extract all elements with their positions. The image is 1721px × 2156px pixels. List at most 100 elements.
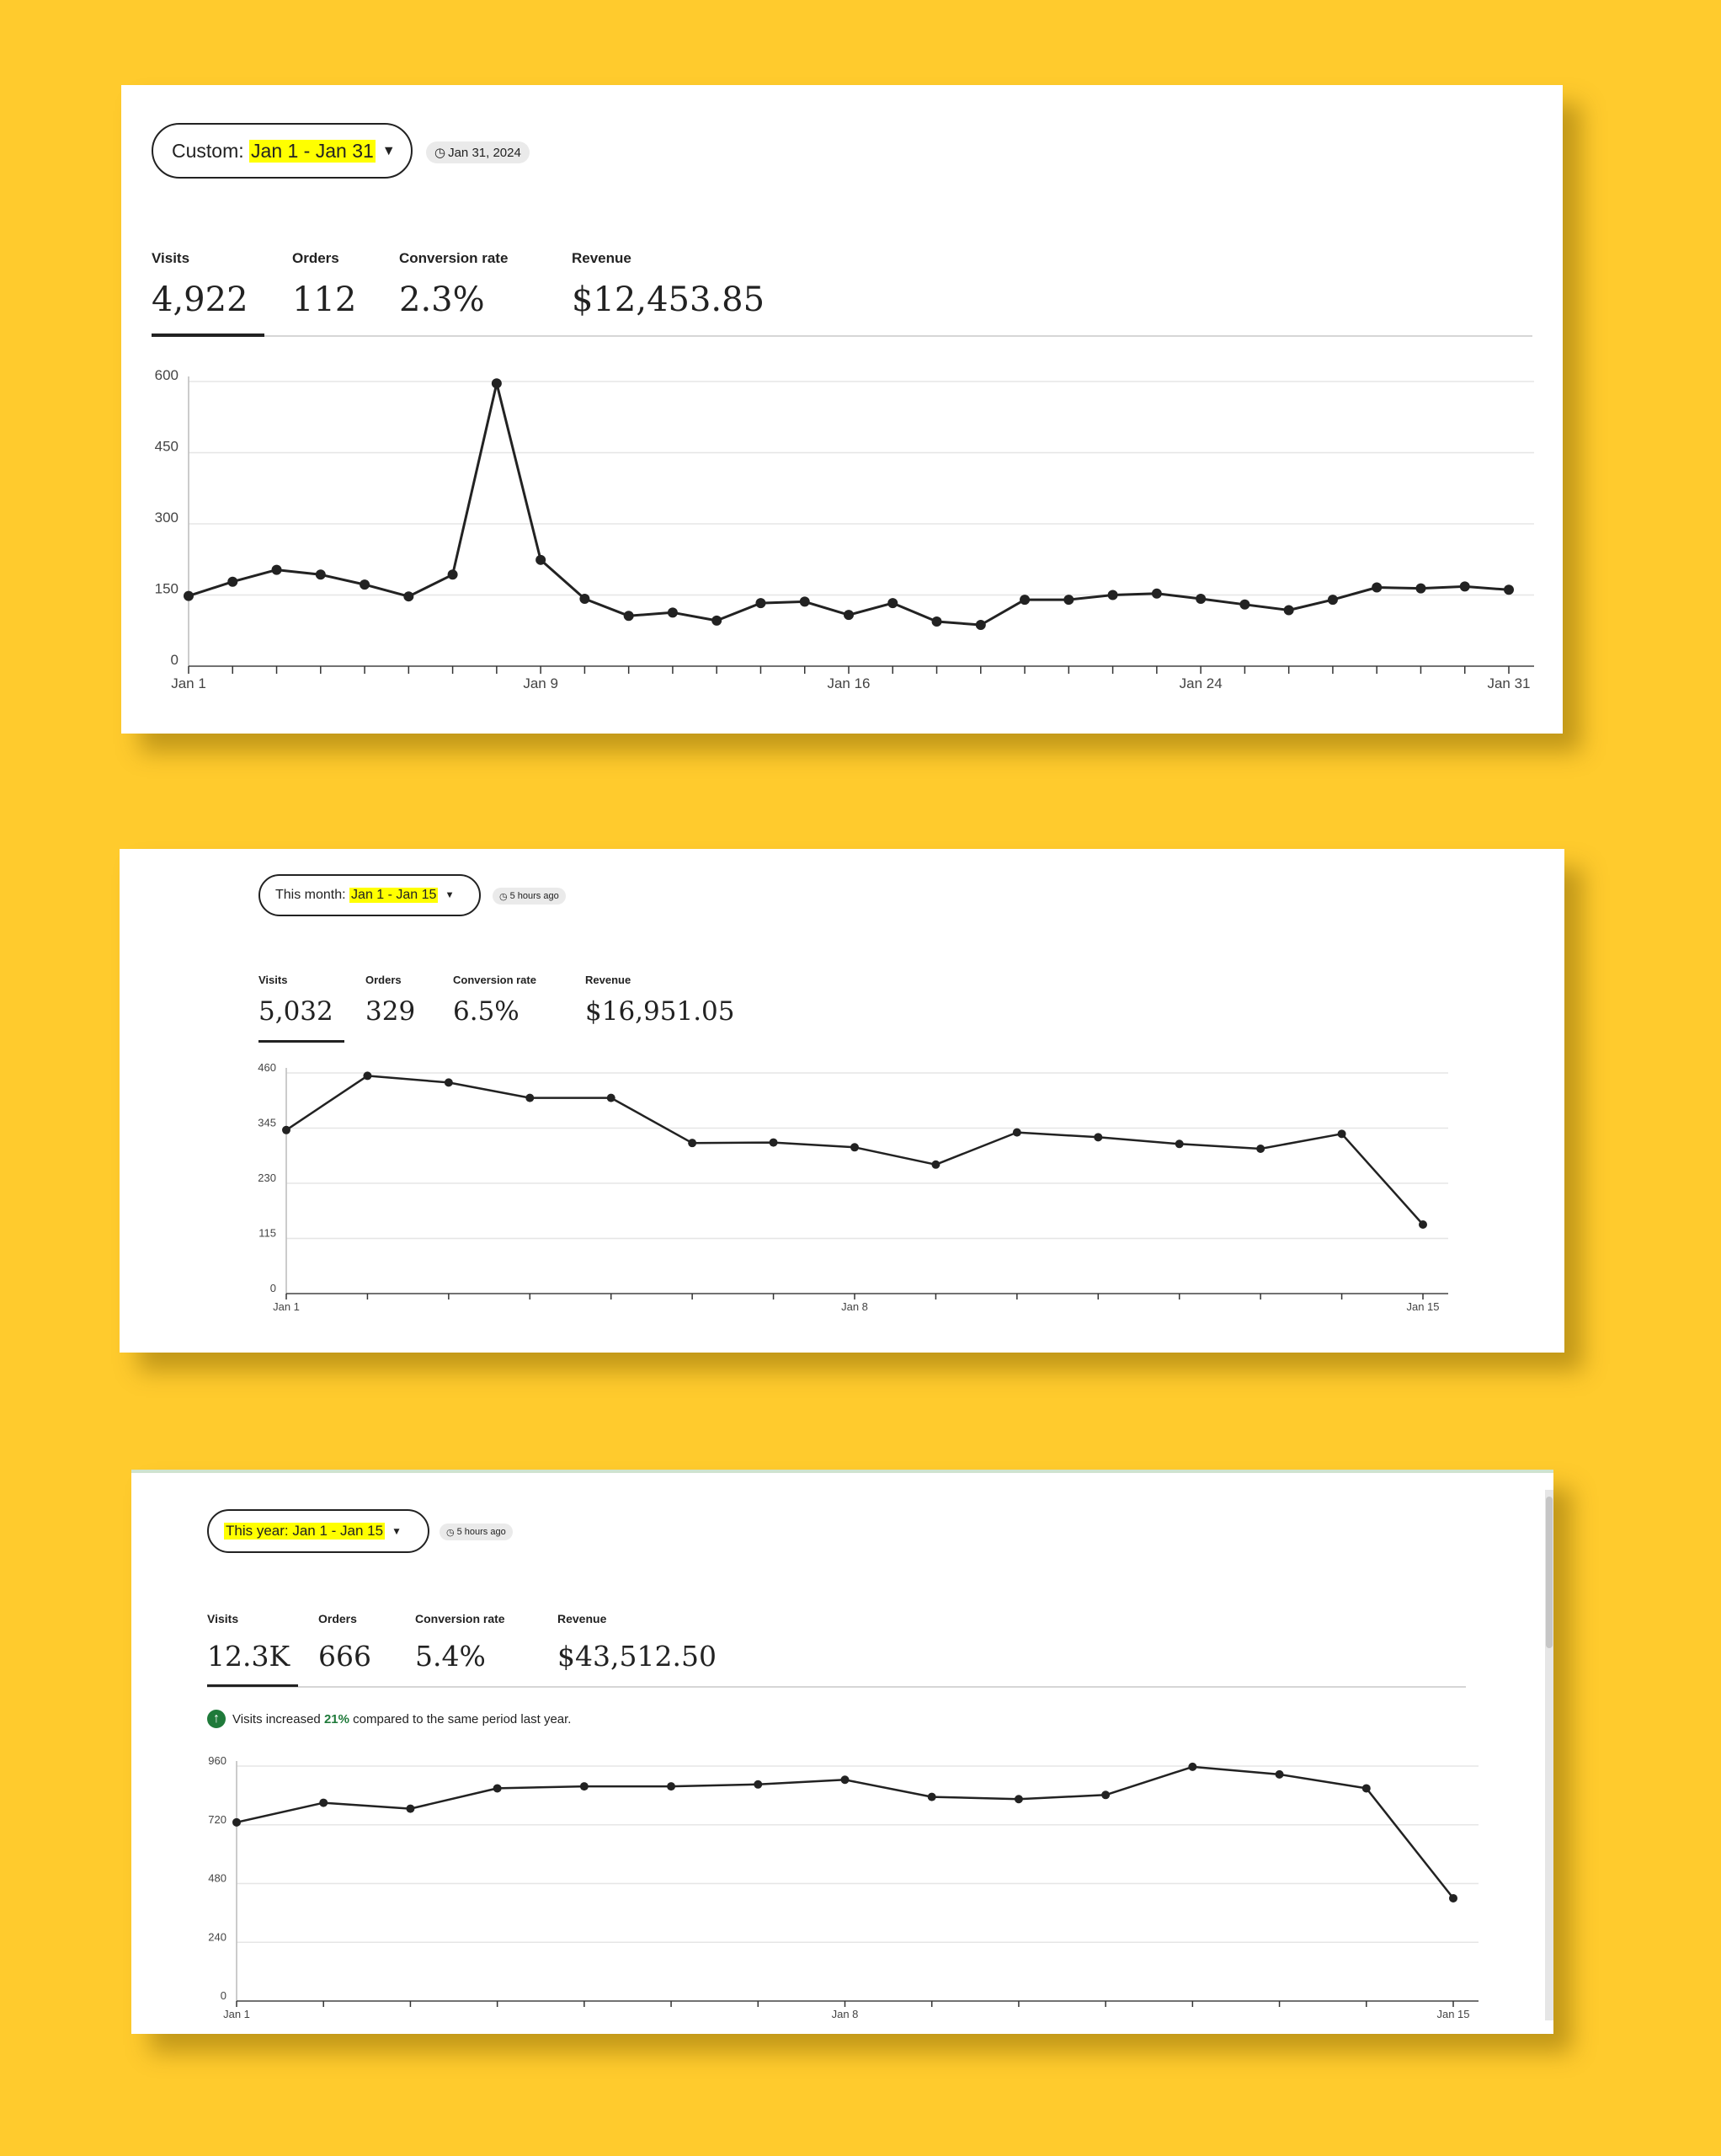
stat-label-orders[interactable]: Orders (318, 1612, 357, 1625)
date-range-value: Jan 1 - Jan 31 (249, 139, 376, 163)
data-point (769, 1138, 778, 1147)
x-tick-label: Jan 31 (1487, 675, 1530, 691)
data-point (606, 1093, 615, 1102)
stat-value-revenue[interactable]: $12,453.85 (572, 280, 765, 319)
data-point (1014, 1795, 1023, 1804)
date-range-dropdown[interactable]: This month: Jan 1 - Jan 15 ▼ (258, 874, 481, 916)
data-point (282, 1125, 290, 1134)
active-tab-underline (258, 1040, 344, 1043)
scrollbar-thumb[interactable] (1546, 1497, 1553, 1648)
stat-value-conversion-rate[interactable]: 5.4% (415, 1640, 486, 1673)
stats-divider (207, 1686, 1466, 1688)
date-range-value: This year: Jan 1 - Jan 15 (224, 1523, 386, 1540)
data-point (1196, 594, 1207, 605)
stat-value-orders[interactable]: 666 (318, 1640, 371, 1673)
clock-icon: ◷ (446, 1527, 455, 1538)
stat-label-conversion-rate[interactable]: Conversion rate (415, 1612, 505, 1625)
data-point (667, 1782, 676, 1791)
stat-label-orders[interactable]: Orders (365, 974, 402, 986)
stat-value-revenue[interactable]: $43,512.50 (557, 1640, 717, 1673)
data-point (406, 1804, 415, 1813)
date-range-dropdown[interactable]: This year: Jan 1 - Jan 15 ▼ (207, 1509, 429, 1553)
stat-label-revenue[interactable]: Revenue (585, 974, 631, 986)
x-tick-label: Jan 15 (1436, 2008, 1469, 2020)
arrow-up-icon: ↑ (207, 1710, 226, 1728)
visits-chart: 0 240 480 720 960 Jan 1 Jan 8 Jan 15 (208, 1754, 1479, 2020)
data-point (840, 1775, 850, 1785)
stat-value-visits[interactable]: 5,032 (258, 996, 333, 1027)
x-tick-label: Jan 9 (523, 675, 558, 691)
data-point (1415, 583, 1426, 594)
analytics-panel-this-month: This month: Jan 1 - Jan 15 ▼ ◷ 5 hours ago… (120, 849, 1564, 1353)
stat-label-revenue[interactable]: Revenue (557, 1612, 607, 1625)
data-point (1175, 1139, 1184, 1149)
data-point (1063, 595, 1074, 606)
data-point (1361, 1784, 1371, 1793)
last-updated-text: 5 hours ago (456, 1527, 506, 1537)
last-updated-badge: ◷ 5 hours ago (493, 888, 566, 905)
y-tick-label: 0 (270, 1282, 276, 1294)
visits-chart: 0 115 230 345 460 Jan 1 Jan 8 Jan 15 (258, 1061, 1448, 1313)
data-point (1107, 590, 1118, 600)
last-updated-text: 5 hours ago (509, 891, 559, 901)
date-range-dropdown[interactable]: Custom: Jan 1 - Jan 31 ▼ (152, 123, 413, 179)
data-point (1101, 1790, 1111, 1800)
stat-label-conversion-rate[interactable]: Conversion rate (453, 974, 536, 986)
data-point (667, 607, 678, 618)
stat-label-revenue[interactable]: Revenue (572, 250, 631, 266)
data-point (360, 579, 370, 590)
data-point (711, 615, 722, 626)
notice-text-before: Visits increased (232, 1711, 321, 1726)
stat-value-conversion-rate[interactable]: 2.3% (399, 280, 485, 319)
y-tick-label: 240 (208, 1930, 226, 1943)
y-tick-label: 600 (155, 367, 178, 383)
data-point (493, 1784, 502, 1793)
data-point (1283, 605, 1294, 616)
stat-value-conversion-rate[interactable]: 6.5% (453, 996, 519, 1027)
x-tick-label: Jan 1 (171, 675, 206, 691)
y-tick-label: 345 (258, 1117, 276, 1129)
caret-down-icon: ▼ (392, 1525, 402, 1537)
stat-label-visits[interactable]: Visits (207, 1612, 239, 1625)
data-point (271, 564, 282, 575)
data-point (1337, 1129, 1346, 1139)
y-tick-label: 300 (155, 510, 178, 526)
data-point (232, 1817, 241, 1827)
stat-value-orders[interactable]: 112 (292, 280, 357, 319)
data-point (931, 1160, 940, 1169)
date-range-prefix: This month: (275, 888, 346, 902)
scrollbar[interactable] (1545, 1490, 1553, 2020)
data-point (755, 598, 766, 609)
stat-label-visits[interactable]: Visits (258, 974, 288, 986)
active-tab-underline (152, 334, 264, 337)
x-tick-label: Jan 8 (841, 1300, 868, 1313)
data-point (1151, 588, 1162, 599)
stat-value-visits[interactable]: 12.3K (207, 1640, 290, 1673)
data-point (363, 1071, 372, 1081)
last-updated-text: Jan 31, 2024 (448, 145, 521, 160)
stat-label-conversion-rate[interactable]: Conversion rate (399, 250, 509, 266)
clock-icon: ◷ (499, 891, 508, 902)
x-tick-label: Jan 8 (832, 2008, 859, 2020)
data-point (535, 554, 546, 565)
clock-icon: ◷ (434, 146, 446, 160)
y-tick-label: 0 (221, 1989, 226, 2002)
data-point (1094, 1133, 1103, 1142)
series-line (236, 1765, 1454, 1899)
stat-label-orders[interactable]: Orders (292, 250, 339, 266)
data-point (403, 591, 414, 602)
stat-value-visits[interactable]: 4,922 (152, 280, 248, 319)
x-tick-label: Jan 15 (1406, 1300, 1439, 1313)
visits-chart: 0 150 300 450 600 Jan 1 Jan 9 Jan 16 Jan 24 Jan 3… (155, 367, 1534, 691)
y-tick-label: 960 (208, 1754, 226, 1767)
data-point (850, 1143, 859, 1152)
stat-value-orders[interactable]: 329 (365, 996, 416, 1027)
stat-value-revenue[interactable]: $16,951.05 (585, 996, 735, 1027)
data-point (1012, 1128, 1021, 1137)
data-point (1419, 1219, 1427, 1229)
data-point (579, 594, 590, 605)
data-point (1449, 1893, 1457, 1903)
data-point (184, 590, 194, 601)
stat-label-visits[interactable]: Visits (152, 250, 190, 266)
y-tick-label: 230 (258, 1171, 276, 1184)
